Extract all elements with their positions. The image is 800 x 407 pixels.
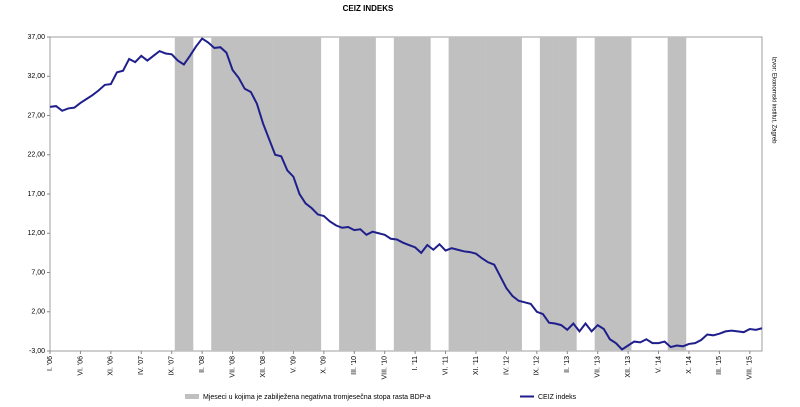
recession-band [418,37,425,351]
recession-band [545,37,553,351]
y-tick-label: 37,00 [27,34,45,41]
recession-band [679,37,687,351]
recession-band [412,37,419,351]
y-tick-label: -3,00 [29,348,45,355]
recession-band [345,37,352,351]
recession-band [564,37,571,351]
x-tick-label: I. '06 [47,356,54,371]
recession-band [509,37,516,351]
y-tick-label: 12,00 [27,230,45,237]
legend-label: Mjeseci u kojima je zabilježena negativn… [203,394,431,401]
x-tick-label: VII. '13 [595,356,602,378]
x-tick-label: XI. '06 [108,356,115,376]
recession-band [259,37,267,351]
recession-band [174,37,182,351]
recession-band [618,37,626,351]
recession-band [253,37,261,351]
recession-band [272,37,279,351]
recession-band [558,37,565,351]
recession-band [491,37,498,351]
recession-band [673,37,681,351]
recession-band [515,37,522,351]
x-tick-label: X. '14 [686,356,693,374]
recession-band [186,37,194,351]
x-tick-label: IX. '07 [169,356,176,376]
x-tick-label: V. '09 [290,356,297,373]
recession-band [339,37,346,351]
x-tick-label: II. '08 [199,356,206,373]
recession-band [594,37,602,351]
x-tick-label: XII. '08 [260,356,267,378]
x-tick-label: VI. '11 [442,356,449,375]
recession-band [479,37,486,351]
recession-band [302,37,309,351]
recession-band [266,37,273,351]
recession-band [667,37,675,351]
recession-band [460,37,468,351]
recession-band [217,37,224,351]
recession-band [211,37,218,351]
recession-band [314,37,322,351]
legend-label: CEIZ indeks [538,394,577,401]
recession-band [552,37,559,351]
recession-band [399,37,407,351]
recession-band [180,37,188,351]
x-tick-label: III. '10 [351,356,358,375]
x-tick-label: I. '11 [412,356,419,371]
recession-band [606,37,614,351]
recession-band [357,37,364,351]
x-tick-label: X. '09 [321,356,328,374]
y-tick-label: 32,00 [27,73,45,80]
recession-band [284,37,291,351]
x-tick-label: VII. '08 [229,356,236,378]
recession-band [308,37,316,351]
index-line [49,37,763,351]
x-tick-label: III. '15 [716,356,723,375]
recession-band [503,37,510,351]
x-tick-label: XII. '13 [625,356,632,378]
x-tick-label: II. '13 [564,356,571,373]
recession-band [539,37,547,351]
recession-band [290,37,297,351]
x-tick-label: XI. '11 [473,356,480,375]
recession-band [472,37,480,351]
y-tick-label: 22,00 [27,152,45,159]
recession-band [241,37,249,351]
recession-band [369,37,376,351]
y-tick-label: 27,00 [27,112,45,119]
recession-band [454,37,462,351]
recession-band [625,37,632,351]
recession-band [448,37,455,351]
x-tick-label: VI. '06 [77,356,84,376]
x-tick-label: VIII. '10 [382,356,389,380]
recession-band [600,37,608,351]
x-tick-label: IX. '12 [534,356,541,376]
y-tick-label: 2,00 [31,309,45,316]
recession-band [351,37,358,351]
recession-band [406,37,413,351]
chart-title: CEIZ INDEKS [343,4,394,13]
recession-band [466,37,474,351]
recession-band [424,37,431,351]
recession-band [229,37,236,351]
recession-band [278,37,285,351]
x-tick-label: IV. '12 [503,356,510,375]
recession-band [612,37,620,351]
y-tick-label: 7,00 [31,269,45,276]
x-tick-label: VIII. '15 [747,356,754,380]
source-note: Izvor: Ekonomski institut, Zagreb [770,56,776,144]
recession-band [485,37,492,351]
y-tick-label: 17,00 [27,191,45,198]
recession-band [393,37,401,351]
recession-band [247,37,255,351]
recession-band [223,37,230,351]
recession-band [570,37,577,351]
x-tick-label: IV. '07 [138,356,145,375]
recession-band [497,37,504,351]
x-tick-label: V. '14 [655,356,662,373]
recession-band [235,37,242,351]
recession-band [363,37,370,351]
legend-swatch [185,394,199,399]
